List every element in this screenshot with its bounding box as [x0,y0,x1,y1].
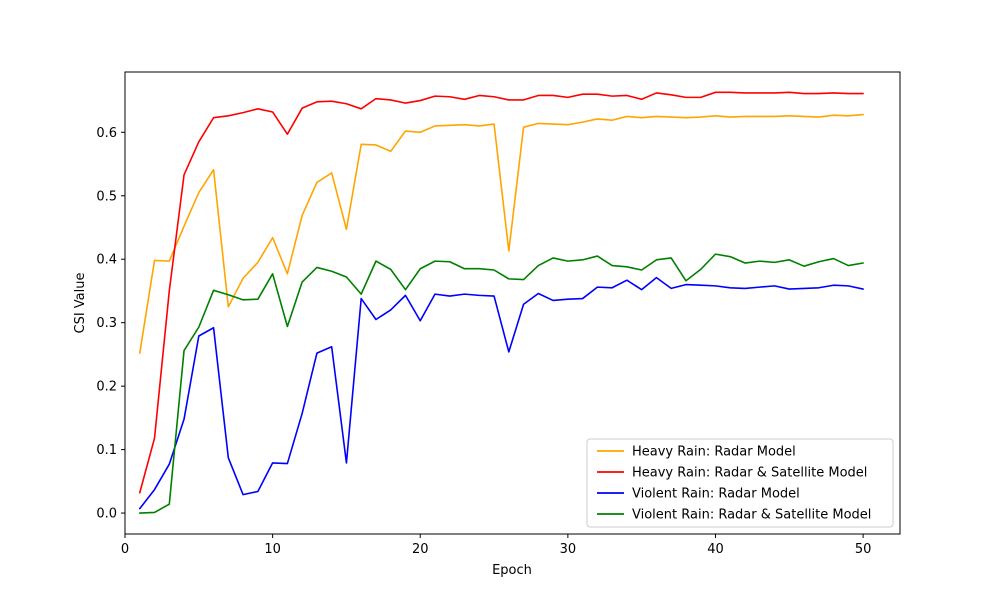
y-tick-label: 0.5 [96,189,117,204]
series-line-3 [138,276,864,510]
series-line-1 [138,113,864,354]
x-tick-label: 20 [412,542,429,557]
y-tick-label: 0.2 [96,380,117,395]
legend-label-1: Heavy Rain: Radar Model [632,445,796,460]
y-tick-label: 0.1 [96,443,117,458]
legend-label-3: Violent Rain: Radar Model [632,487,800,502]
y-tick-label: 0.6 [96,126,117,141]
legend-box [586,438,894,528]
x-axis-label: Epoch [492,563,532,578]
x-axis: 0 10 20 30 40 50 [121,534,872,557]
y-tick-label: 0.4 [96,253,117,268]
series-layer [138,91,864,514]
x-tick-label: 50 [855,542,872,557]
legend: Heavy Rain: Radar Model Heavy Rain: Radar… [586,438,894,528]
y-axis: 0.0 0.1 0.2 0.3 0.4 0.5 0.6 [96,126,125,522]
x-tick-label: 0 [121,542,129,557]
x-tick-label: 40 [707,542,724,557]
x-tick-label: 10 [264,542,281,557]
y-tick-label: 0.3 [96,316,117,331]
legend-label-4: Violent Rain: Radar & Satellite Model [632,508,871,523]
x-tick-label: 30 [560,542,577,557]
series-line-2 [138,91,864,494]
plot-frame [124,71,901,535]
y-tick-label: 0.0 [96,507,117,522]
legend-label-2: Heavy Rain: Radar & Satellite Model [632,466,867,481]
y-axis-label: CSI Value [73,273,88,334]
series-line-4 [138,253,864,514]
